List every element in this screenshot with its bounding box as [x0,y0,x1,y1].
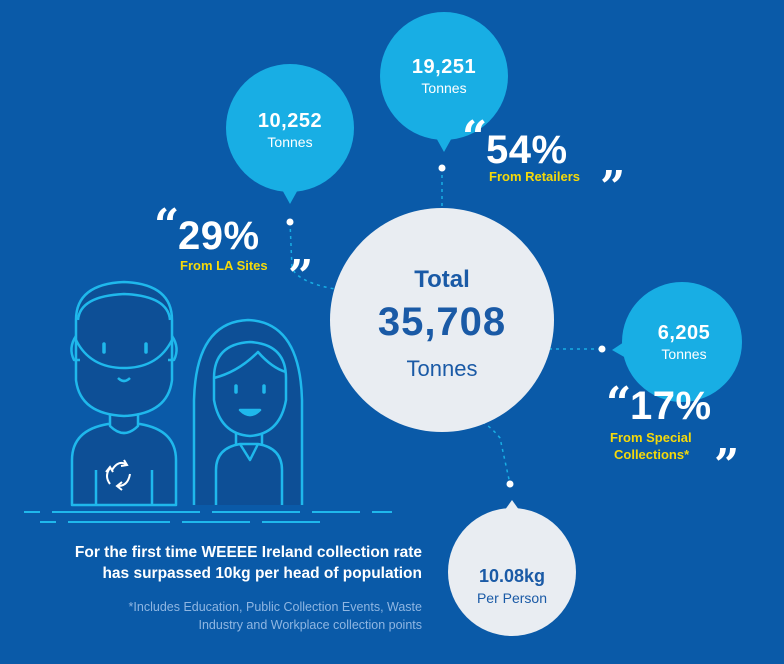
open-quote-special: “ [606,378,632,429]
retailers-tonnes-unit: Tonnes [421,80,467,96]
ground-lines [24,511,392,523]
open-quote-la-sites: “ [154,200,180,251]
man-illustration [70,280,178,507]
la-sites-tonnes-unit: Tonnes [267,134,313,150]
retailers-tonnes-value: 19,251 [411,56,477,78]
close-quote-retailers: ” [600,162,626,213]
total-label: Total [414,266,470,293]
retailers-percent: 54% [486,128,568,172]
total-circle [330,208,554,432]
woman-illustration [192,318,304,505]
special-source-line1: From Special [610,430,692,445]
special-tonnes-value: 6,205 [657,322,711,344]
special-percent: 17% [630,384,712,428]
la-sites-tonnes-value: 10,252 [257,110,323,132]
recycle-icon [105,459,131,491]
headline-line2: has surpassed 10kg per head of populatio… [102,565,422,582]
open-quote-retailers: “ [462,112,488,163]
close-quote-la-sites: ” [288,251,314,302]
close-quote-special: ” [714,440,740,491]
total-unit: Tonnes [406,356,478,381]
la-sites-percent: 29% [178,214,260,258]
footnote-line1: *Includes Education, Public Collection E… [128,600,422,614]
special-source-line2: Collections* [614,447,690,462]
per-person-unit: Per Person [476,590,548,606]
headline-line1: For the first time WEEEE Ireland collect… [74,544,422,561]
total-value: 35,708 [377,300,507,344]
footnote-line2: Industry and Workplace collection points [198,618,423,632]
footnote: *Includes Education, Public Collection E… [20,598,422,634]
headline: For the first time WEEEE Ireland collect… [20,542,422,584]
bubble-per-person [448,500,576,636]
per-person-value: 10.08kg [478,566,546,586]
retailers-source: From Retailers [489,169,581,184]
special-tonnes-unit: Tonnes [661,346,707,362]
bubble-la-sites [226,64,354,204]
bubble-special [612,282,742,402]
bubble-retailers [380,12,508,152]
la-sites-source: From LA Sites [180,258,268,273]
